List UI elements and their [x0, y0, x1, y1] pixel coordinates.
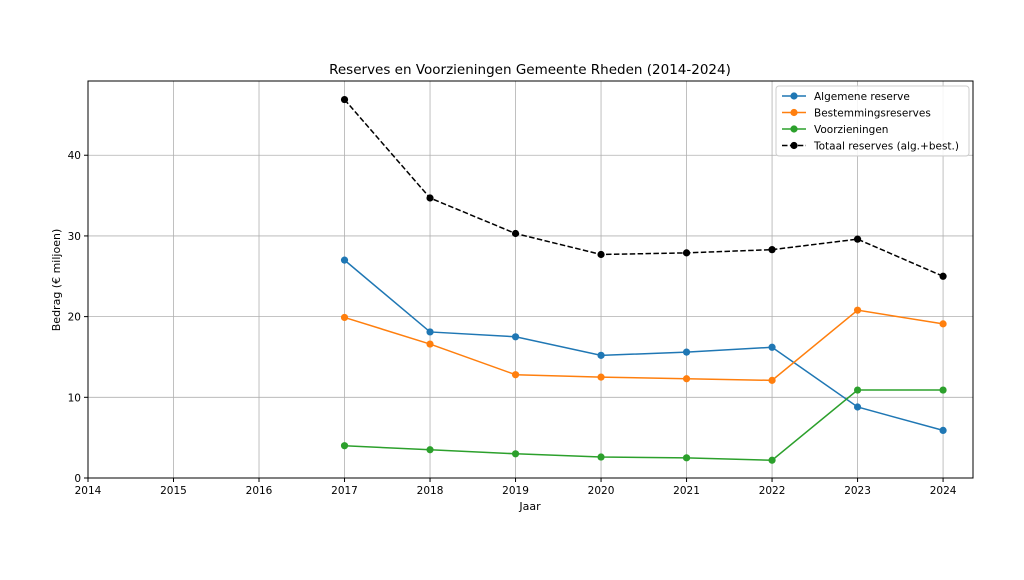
- chart-title: Reserves en Voorzieningen Gemeente Rhede…: [329, 62, 731, 78]
- x-tick-label: 2022: [759, 485, 786, 497]
- data-point: [426, 340, 434, 348]
- data-point: [511, 371, 520, 379]
- legend-label: Voorzieningen: [814, 124, 888, 136]
- data-point: [682, 249, 691, 257]
- x-axis-label: Jaar: [518, 500, 541, 513]
- x-tick-label: 2021: [673, 485, 700, 497]
- legend: Algemene reserve Bestemmingsreserves Voorz…: [775, 85, 970, 157]
- series-line: [344, 389, 944, 462]
- data-point: [768, 456, 776, 464]
- series-2: [340, 386, 947, 464]
- data-point: [511, 450, 520, 458]
- data-point: [682, 454, 691, 462]
- y-axis-label: Bedrag (€ miljoen): [50, 229, 63, 331]
- data-point: [340, 95, 349, 104]
- data-point: [682, 348, 691, 356]
- series-group: [340, 95, 947, 464]
- series-line: [343, 99, 944, 277]
- x-tick-label: 2023: [844, 485, 871, 497]
- data-point: [939, 426, 947, 434]
- x-tick-label: 2018: [417, 485, 444, 497]
- y-tick-label: 20: [68, 312, 81, 324]
- data-point: [340, 313, 349, 322]
- data-point: [939, 320, 947, 328]
- data-point: [768, 246, 776, 254]
- data-point: [853, 403, 862, 411]
- y-tick-label: 40: [68, 150, 81, 162]
- data-point: [597, 250, 605, 259]
- data-point: [597, 373, 605, 381]
- x-tick-label: 2016: [246, 485, 273, 497]
- x-tick-label: 2024: [930, 485, 957, 497]
- data-point: [597, 453, 605, 461]
- data-point: [853, 386, 862, 394]
- data-point: [768, 376, 776, 384]
- data-point: [426, 328, 434, 336]
- y-tick-label: 0: [74, 473, 81, 485]
- data-point: [853, 235, 862, 243]
- data-point: [597, 351, 605, 359]
- data-point: [939, 386, 947, 394]
- x-tick-label: 2015: [160, 485, 187, 497]
- legend-box: [775, 85, 970, 157]
- legend-marker: [790, 108, 798, 117]
- data-point: [511, 333, 520, 341]
- legend-label: Algemene reserve: [814, 91, 910, 103]
- plot-frame: [87, 80, 974, 479]
- legend-label: Totaal reserves (alg.+best.): [813, 141, 959, 153]
- y-tick-label: 10: [68, 392, 81, 404]
- data-point: [768, 343, 776, 351]
- data-point: [853, 306, 862, 314]
- x-tick-label: 2020: [588, 485, 615, 497]
- data-point: [340, 442, 349, 450]
- data-point: [511, 229, 520, 238]
- legend-marker: [790, 125, 798, 133]
- legend-marker: [790, 141, 798, 150]
- legend-label: Bestemmingsreserves: [814, 108, 931, 120]
- data-point: [939, 272, 947, 280]
- series-0: [340, 256, 947, 434]
- x-tick-label: 2014: [75, 485, 102, 497]
- series-1: [340, 306, 947, 384]
- data-point: [426, 194, 434, 202]
- data-point: [426, 446, 434, 454]
- series-line: [344, 259, 944, 432]
- series-3: [340, 95, 947, 280]
- y-tick-label: 30: [68, 231, 81, 243]
- data-point: [340, 256, 349, 264]
- x-tick-label: 2019: [502, 485, 529, 497]
- x-tick-label: 2017: [331, 485, 358, 497]
- ticks: 2014 2015 2016 2017 2018 2019 2020 2021 2022 2023…: [68, 150, 957, 497]
- legend-marker: [790, 92, 798, 100]
- data-point: [682, 375, 691, 383]
- series-line: [344, 309, 944, 382]
